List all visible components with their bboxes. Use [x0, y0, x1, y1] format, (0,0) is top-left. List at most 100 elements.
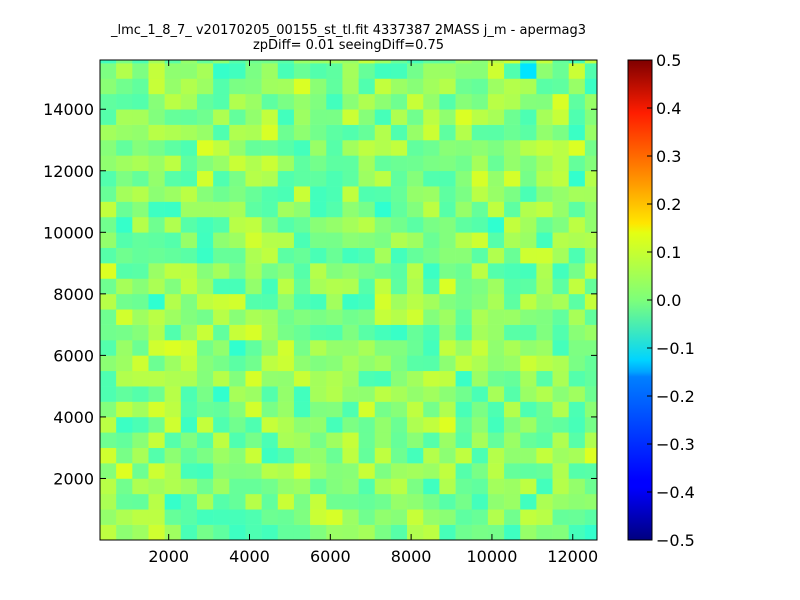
- heatmap-cell: [568, 386, 586, 402]
- heatmap-cell: [277, 355, 295, 372]
- heatmap-cell: [504, 247, 521, 264]
- heatmap-cell: [277, 340, 295, 356]
- heatmap-cell: [326, 447, 343, 464]
- heatmap-cell: [536, 93, 553, 110]
- heatmap-cell: [487, 416, 505, 433]
- heatmap-cell: [342, 524, 359, 541]
- heatmap-cell: [310, 232, 327, 248]
- heatmap-cell: [213, 324, 230, 341]
- heatmap-cell: [487, 247, 505, 264]
- heatmap-cell: [568, 155, 586, 172]
- heatmap-cell: [374, 140, 392, 156]
- heatmap-cell: [504, 60, 521, 64]
- heatmap-cell: [342, 324, 359, 341]
- heatmap-cell: [536, 447, 553, 464]
- heatmap-cell: [552, 170, 570, 187]
- heatmap-cell: [132, 493, 149, 510]
- heatmap-cell: [277, 201, 295, 218]
- heatmap-cell: [196, 493, 214, 510]
- heatmap-cell: [277, 155, 295, 172]
- heatmap-cell: [293, 201, 311, 218]
- colorbar-tick-label: 0.2: [656, 195, 681, 214]
- heatmap-cell: [245, 232, 262, 248]
- heatmap-cell: [407, 386, 424, 402]
- heatmap-cell: [439, 170, 456, 187]
- heatmap-cell: [487, 370, 505, 387]
- heatmap-cell: [310, 60, 327, 64]
- heatmap-cell: [552, 370, 570, 387]
- heatmap-cell: [471, 124, 489, 141]
- heatmap-cell: [423, 216, 440, 233]
- heatmap-cell: [310, 386, 327, 402]
- heatmap-cell: [439, 63, 456, 79]
- heatmap-cell: [196, 109, 214, 125]
- heatmap-cell: [213, 155, 230, 172]
- heatmap-cell: [342, 63, 359, 79]
- heatmap-cell: [520, 78, 537, 95]
- heatmap-cell: [358, 93, 376, 110]
- heatmap-cell: [261, 201, 279, 218]
- heatmap-cell: [487, 124, 505, 141]
- heatmap-cell: [293, 140, 311, 156]
- heatmap-cell: [552, 216, 570, 233]
- heatmap-cell: [116, 370, 133, 387]
- heatmap-cell: [100, 370, 117, 387]
- heatmap-cell: [536, 355, 553, 372]
- heatmap-cell: [536, 370, 553, 387]
- heatmap-cell: [358, 509, 376, 525]
- heatmap-cell: [180, 509, 198, 525]
- heatmap-cell: [439, 201, 456, 218]
- heatmap-cell: [504, 416, 521, 433]
- heatmap-cell: [100, 524, 117, 541]
- heatmap-cell: [390, 447, 408, 464]
- heatmap-cell: [390, 247, 408, 264]
- heatmap-cell: [584, 447, 598, 464]
- heatmap-cell: [180, 278, 198, 295]
- heatmap-cell: [100, 78, 117, 95]
- heatmap-cell: [536, 340, 553, 356]
- heatmap-cell: [439, 324, 456, 341]
- heatmap-cell: [358, 478, 376, 495]
- heatmap-cell: [584, 293, 598, 310]
- heatmap-cell: [584, 355, 598, 372]
- heatmap-cell: [568, 109, 586, 125]
- heatmap-cell: [471, 140, 489, 156]
- heatmap-cell: [390, 201, 408, 218]
- heatmap-cell: [132, 293, 149, 310]
- heatmap-cell: [132, 124, 149, 141]
- heatmap-cell: [439, 447, 456, 464]
- heatmap-cell: [536, 386, 553, 402]
- heatmap-cell: [390, 309, 408, 325]
- heatmap-cell: [455, 124, 473, 141]
- heatmap-cell: [116, 124, 133, 141]
- heatmap-cell: [100, 309, 117, 325]
- heatmap-cell: [116, 93, 133, 110]
- heatmap-cell: [164, 463, 182, 479]
- heatmap-cell: [132, 432, 149, 448]
- heatmap-cell: [552, 140, 570, 156]
- heatmap-cell: [245, 509, 262, 525]
- heatmap-cell: [180, 140, 198, 156]
- heatmap-cell: [132, 140, 149, 156]
- heatmap-cell: [180, 416, 198, 433]
- heatmap-cell: [584, 386, 598, 402]
- heatmap-cell: [116, 78, 133, 95]
- heatmap-cell: [520, 201, 537, 218]
- heatmap-cell: [132, 416, 149, 433]
- heatmap-cell: [229, 463, 246, 479]
- heatmap-cell: [423, 355, 440, 372]
- heatmap-cell: [213, 370, 230, 387]
- heatmap-cell: [552, 401, 570, 418]
- heatmap-cell: [552, 63, 570, 79]
- heatmap-cell: [261, 140, 279, 156]
- heatmap-cell: [277, 447, 295, 464]
- heatmap-cell: [584, 247, 598, 264]
- heatmap-cell: [487, 324, 505, 341]
- heatmap-cell: [455, 247, 473, 264]
- y-tick-label: 2000: [53, 469, 94, 488]
- heatmap-cell: [293, 232, 311, 248]
- heatmap-cell: [374, 278, 392, 295]
- heatmap-cell: [568, 447, 586, 464]
- heatmap-cell: [584, 140, 598, 156]
- heatmap-cell: [568, 493, 586, 510]
